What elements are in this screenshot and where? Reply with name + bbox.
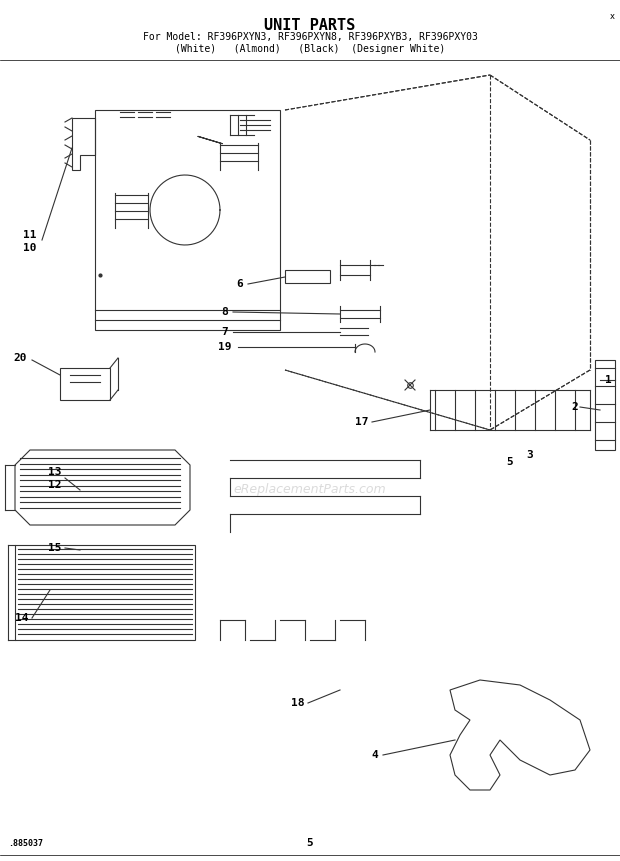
Text: 2: 2 (572, 402, 578, 412)
Text: 14: 14 (16, 613, 29, 623)
Text: (White)   (Almond)   (Black)  (Designer White): (White) (Almond) (Black) (Designer White… (175, 44, 445, 54)
Text: 3: 3 (526, 450, 533, 460)
Text: 12: 12 (48, 480, 62, 490)
Text: 1: 1 (604, 375, 611, 385)
Text: 8: 8 (221, 307, 228, 317)
Text: 18: 18 (291, 698, 305, 708)
Text: 17: 17 (355, 417, 369, 427)
Text: 7: 7 (221, 327, 228, 337)
Text: .885037: .885037 (8, 839, 43, 848)
Text: 5: 5 (307, 838, 313, 848)
Text: 15: 15 (48, 543, 62, 553)
Text: 13: 13 (48, 467, 62, 477)
Text: 5: 5 (507, 457, 513, 467)
Text: x: x (609, 12, 614, 21)
Text: 10: 10 (24, 243, 37, 253)
Text: For Model: RF396PXYN3, RF396PXYN8, RF396PXYB3, RF396PXY03: For Model: RF396PXYN3, RF396PXYN8, RF396… (143, 32, 477, 42)
Text: 20: 20 (13, 353, 27, 363)
Text: UNIT PARTS: UNIT PARTS (264, 18, 356, 33)
Text: 11: 11 (24, 230, 37, 240)
Text: 4: 4 (371, 750, 378, 760)
Text: 19: 19 (218, 342, 232, 352)
Text: 6: 6 (237, 279, 244, 289)
Text: eReplacementParts.com: eReplacementParts.com (234, 484, 386, 497)
